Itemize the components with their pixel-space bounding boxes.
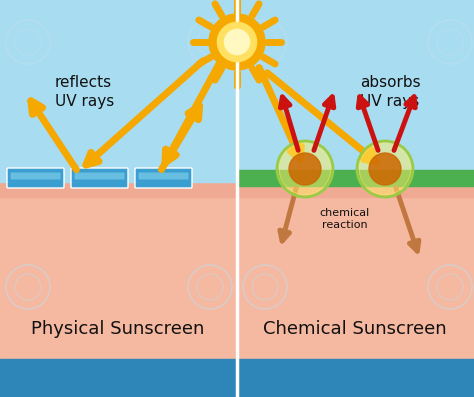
Bar: [0, 0, 474, 177]
Circle shape: [279, 143, 331, 195]
FancyBboxPatch shape: [10, 173, 61, 179]
Bar: [237, 170, 474, 186]
Circle shape: [359, 143, 411, 195]
Bar: [0, 0, 474, 182]
FancyBboxPatch shape: [138, 173, 189, 179]
Bar: [0, 0, 474, 182]
Text: ID 94387619 © Yomogi1: ID 94387619 © Yomogi1: [361, 374, 464, 382]
Text: Chemical Sunscreen: Chemical Sunscreen: [263, 320, 447, 338]
Bar: [0, 82, 474, 182]
Text: absorbs
UV rays: absorbs UV rays: [360, 75, 420, 109]
Bar: [0, 359, 474, 397]
Bar: [0, 0, 474, 167]
FancyBboxPatch shape: [71, 168, 128, 188]
Text: dreamstime.com: dreamstime.com: [10, 373, 92, 383]
FancyBboxPatch shape: [7, 168, 64, 188]
Text: chemical
reaction: chemical reaction: [320, 208, 370, 230]
Text: reflects
UV rays: reflects UV rays: [55, 75, 114, 109]
Circle shape: [369, 153, 401, 185]
Bar: [0, 147, 474, 397]
Circle shape: [289, 153, 321, 185]
FancyBboxPatch shape: [74, 173, 125, 179]
Text: Physical Sunscreen: Physical Sunscreen: [31, 320, 205, 338]
Bar: [0, 0, 474, 197]
Bar: [0, 162, 474, 197]
FancyBboxPatch shape: [135, 168, 192, 188]
Circle shape: [218, 22, 256, 62]
Circle shape: [209, 14, 265, 70]
Circle shape: [224, 29, 250, 55]
